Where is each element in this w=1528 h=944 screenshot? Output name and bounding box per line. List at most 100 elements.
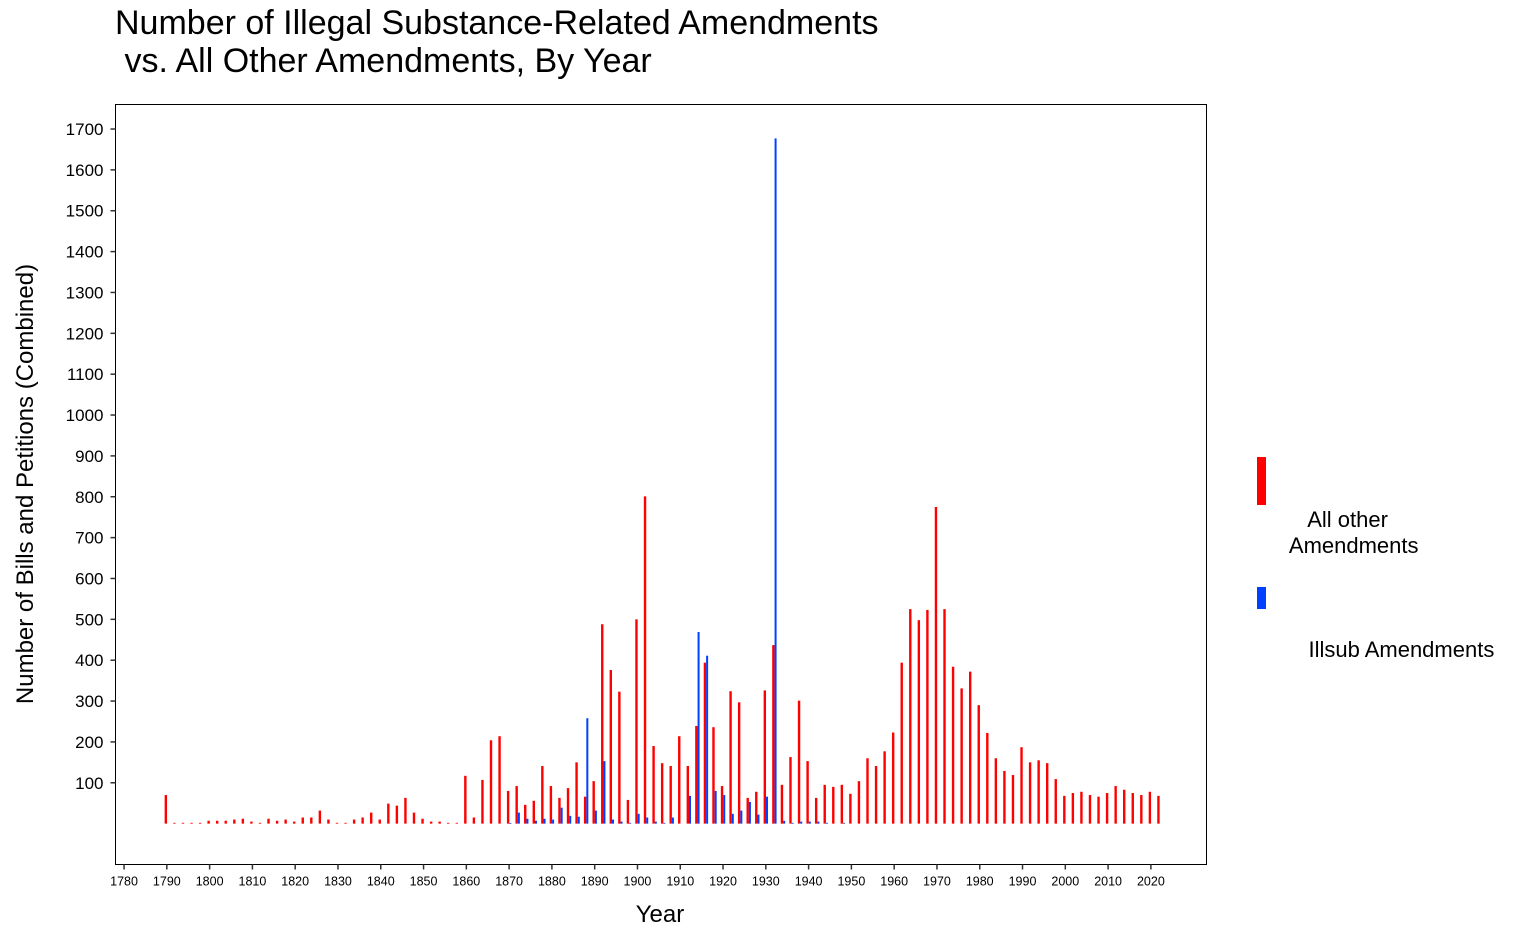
x-tick-label: 1800	[196, 875, 224, 889]
bar-other-1934	[780, 784, 784, 824]
bar-illsub-1874	[526, 818, 529, 824]
chart-title: Number of Illegal Substance-Related Amen…	[115, 4, 879, 80]
bar-other-2002	[1071, 792, 1075, 824]
bar-illsub-1870	[509, 823, 512, 825]
bar-other-1902	[643, 496, 647, 824]
bar-other-1918	[712, 727, 715, 824]
bar-other-1806	[233, 819, 236, 824]
bar-illsub-1928	[757, 814, 760, 824]
legend-label: All other Amendments	[1288, 507, 1419, 558]
bar-other-2010	[1105, 792, 1109, 824]
bar-illsub-1930	[766, 796, 769, 824]
y-tick-label: 1600	[66, 161, 104, 180]
bar-other-1838	[370, 812, 373, 824]
bar-other-2016	[1131, 792, 1134, 824]
bar-other-1880	[549, 786, 553, 824]
bar-other-1890	[592, 781, 595, 824]
bar-other-1888	[583, 796, 587, 824]
y-axis-label: Number of Bills and Petitions (Combined)	[12, 264, 39, 704]
bar-other-1818	[284, 819, 287, 824]
legend-key-red	[1257, 457, 1266, 505]
bar-other-1916	[703, 662, 707, 824]
bar-other-1842	[387, 803, 390, 824]
bar-other-1936	[789, 757, 792, 824]
bar-other-1816	[275, 820, 279, 824]
bar-other-1928	[755, 791, 758, 824]
y-tick-label: 1100	[67, 365, 104, 384]
bar-other-1972	[943, 609, 946, 824]
bar-other-1878	[541, 766, 544, 824]
bar-other-1906	[660, 763, 664, 824]
bar-other-2012	[1114, 786, 1117, 824]
y-tick-label: 700	[75, 529, 103, 548]
bar-illsub-1918	[714, 790, 717, 824]
bar-other-1848	[412, 812, 416, 824]
bar-illsub-1942	[817, 821, 820, 824]
bar-other-1950	[849, 793, 852, 824]
bar-illsub-1906	[663, 822, 666, 824]
bar-other-1992	[1028, 762, 1032, 824]
bar-other-1844	[395, 805, 399, 824]
x-tick-label: 1780	[110, 875, 138, 889]
x-tick-label: 1880	[538, 875, 566, 889]
bar-other-1800	[207, 820, 210, 824]
bar-other-1914	[695, 725, 698, 824]
bar-illsub-1882	[560, 807, 563, 824]
bar-other-1798	[198, 822, 202, 824]
x-tick-label: 1930	[752, 875, 780, 889]
bar-other-2006	[1088, 795, 1092, 824]
x-tick-label: 1960	[880, 875, 908, 889]
bar-illsub-1926	[748, 801, 751, 824]
x-tick-label: 1830	[324, 875, 352, 889]
bar-other-2008	[1097, 796, 1100, 824]
bar-other-1884	[566, 788, 570, 824]
x-tick-label: 2010	[1094, 875, 1122, 889]
bar-other-1912	[686, 766, 690, 824]
bar-other-1814	[267, 818, 270, 824]
x-tick-label: 2020	[1137, 875, 1165, 889]
x-tick-label: 1870	[495, 875, 523, 889]
bar-other-1882	[558, 797, 561, 824]
bar-other-1866	[489, 740, 493, 824]
y-tick-label: 1000	[66, 406, 104, 425]
x-tick-label: 1850	[410, 875, 438, 889]
bar-other-1976	[960, 688, 963, 824]
x-tick-label: 1820	[281, 875, 309, 889]
bar-illsub-1892	[603, 761, 606, 824]
bar-other-1944	[823, 784, 826, 824]
bar-illsub-1934	[783, 820, 786, 824]
x-tick-label: 1980	[966, 875, 994, 889]
bar-illsub-1924	[740, 810, 743, 824]
bar-other-1846	[404, 797, 407, 824]
bar-other-1978	[968, 671, 972, 824]
bar-other-1804	[224, 820, 227, 824]
bar-other-1840	[378, 819, 381, 824]
bar-illsub-1898	[629, 822, 632, 824]
bar-other-1796	[190, 822, 193, 824]
y-tick-label: 200	[75, 733, 103, 752]
bar-illsub-1888	[586, 718, 589, 824]
x-tick-label: 1950	[837, 875, 865, 889]
bar-other-1980	[977, 705, 980, 824]
bar-illsub-1920	[723, 795, 726, 824]
bar-other-1952	[857, 781, 861, 824]
bar-other-1852	[429, 821, 433, 824]
bar-illsub-1914	[697, 632, 700, 824]
bar-illsub-1938	[800, 821, 803, 824]
bar-other-1984	[994, 758, 998, 824]
bar-other-1826	[318, 810, 322, 824]
bar-other-1808	[241, 818, 245, 824]
bar-other-1958	[883, 751, 886, 824]
y-tick-label: 100	[75, 774, 103, 793]
bar-other-1864	[481, 779, 484, 824]
x-tick-label: 1840	[367, 875, 395, 889]
bar-other-1810	[250, 821, 253, 824]
bar-other-1874	[524, 804, 527, 824]
bar-other-1948	[840, 784, 844, 824]
y-tick-label: 1200	[66, 324, 104, 343]
bar-other-1920	[720, 786, 724, 824]
x-tick-label: 1970	[923, 875, 951, 889]
bar-other-1930	[763, 690, 767, 824]
x-tick-label: 1920	[709, 875, 737, 889]
